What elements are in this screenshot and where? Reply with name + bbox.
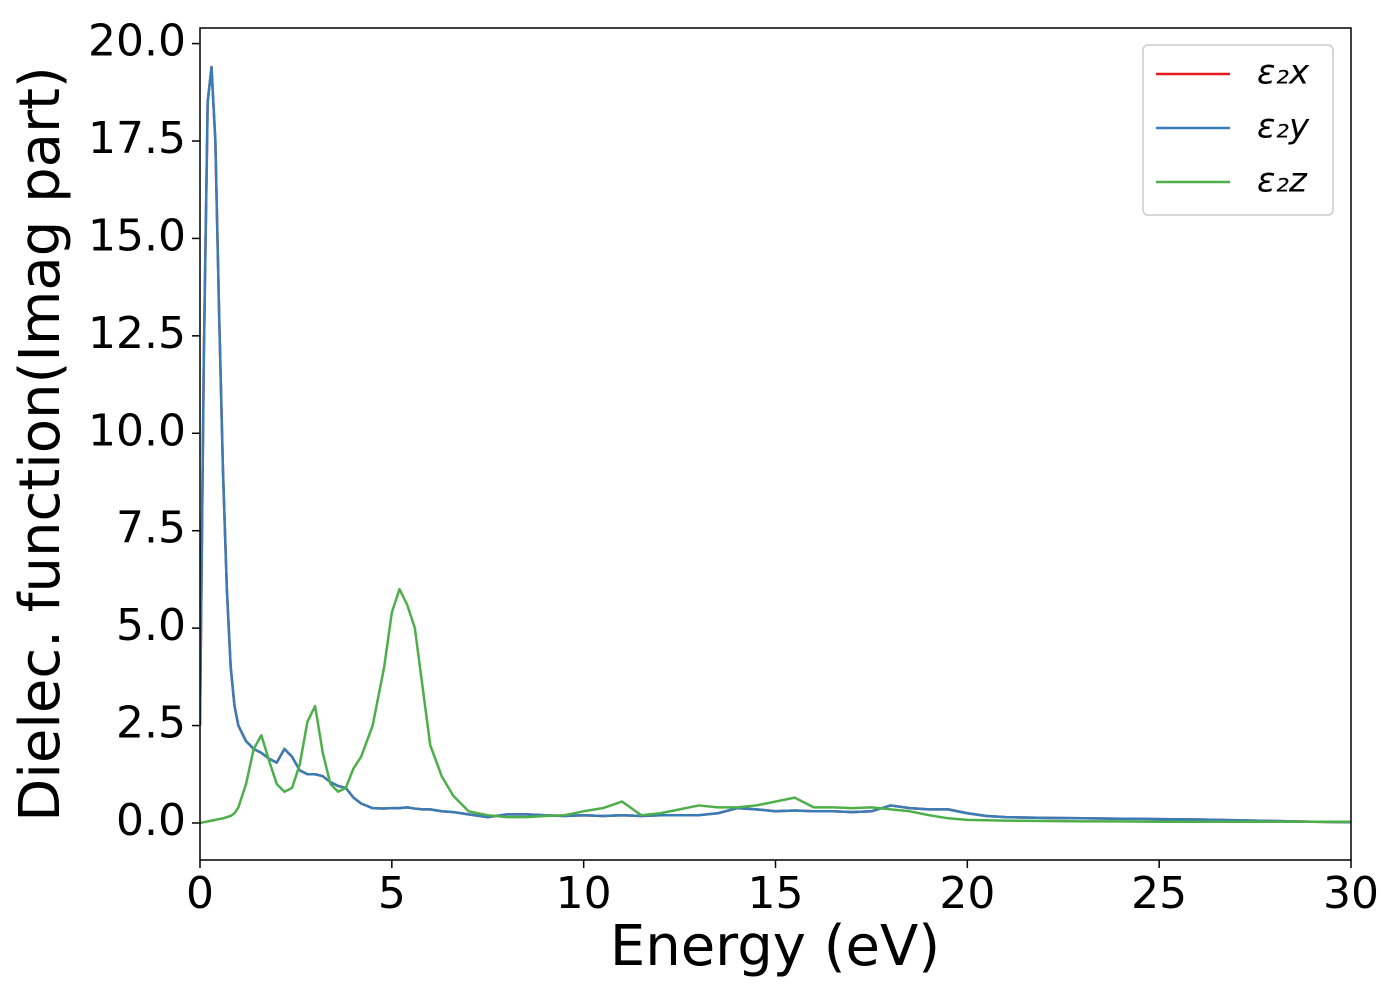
x-tick-label: 15 (748, 868, 804, 919)
x-tick-label: 30 (1323, 868, 1379, 919)
plot-area (200, 65, 1351, 825)
x-axis-label: Energy (eV) (610, 914, 940, 979)
y-tick-label: 17.5 (88, 113, 186, 164)
line-series (200, 587, 1351, 825)
legend-label: ε₂x (1257, 53, 1310, 93)
y-tick-label: 12.5 (88, 308, 186, 359)
y-tick-label: 20.0 (88, 16, 186, 67)
y-axis-label: Dielec. function(Imag part) (8, 66, 73, 822)
y-tick-label: 2.5 (116, 698, 186, 749)
y-tick-label: 7.5 (116, 503, 186, 554)
x-tick-label: 5 (378, 868, 406, 919)
legend-label: ε₂z (1257, 161, 1308, 201)
plot-frame (199, 27, 1352, 861)
x-tick-label: 25 (1131, 868, 1187, 919)
x-tick-label: 10 (556, 868, 612, 919)
y-tick-label: 10.0 (88, 405, 186, 456)
legend-label: ε₂y (1257, 107, 1310, 147)
y-tick-label: 5.0 (116, 600, 186, 651)
line-series (200, 65, 1351, 824)
legend-box (1142, 44, 1334, 216)
y-tick-label: 0.0 (116, 795, 186, 846)
y-tick-label: 15.0 (88, 210, 186, 261)
x-tick-label: 20 (939, 868, 995, 919)
x-tick-label: 0 (186, 868, 214, 919)
